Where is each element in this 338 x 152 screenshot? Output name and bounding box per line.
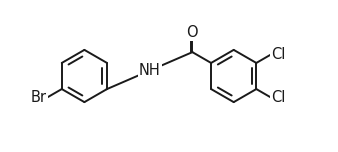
Text: O: O [187, 25, 198, 40]
Text: Cl: Cl [272, 90, 286, 105]
Text: Cl: Cl [272, 47, 286, 62]
Text: Br: Br [30, 90, 46, 105]
Text: NH: NH [139, 63, 161, 78]
